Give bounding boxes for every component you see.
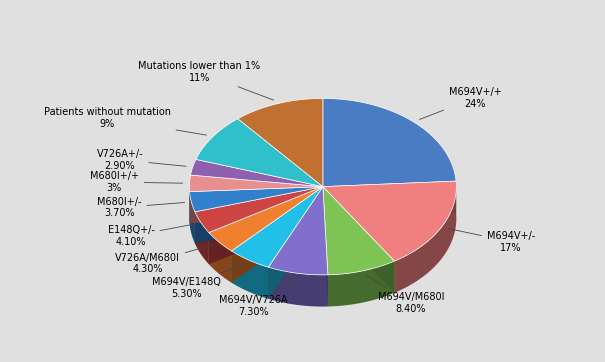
Polygon shape — [189, 187, 323, 223]
Polygon shape — [268, 187, 323, 299]
Polygon shape — [232, 187, 323, 283]
Text: M694V/M680I
8.40%: M694V/M680I 8.40% — [366, 275, 444, 314]
Polygon shape — [323, 181, 456, 218]
Polygon shape — [209, 187, 323, 264]
Polygon shape — [268, 267, 328, 307]
Text: M694V/E148Q
5.30%: M694V/E148Q 5.30% — [152, 264, 244, 299]
Polygon shape — [195, 187, 323, 244]
Polygon shape — [323, 187, 328, 307]
Polygon shape — [323, 187, 394, 293]
Polygon shape — [328, 261, 394, 307]
Polygon shape — [268, 187, 328, 275]
Text: V726A+/-
2.90%: V726A+/- 2.90% — [97, 149, 186, 171]
Polygon shape — [232, 251, 268, 299]
Text: M680I+/-
3.70%: M680I+/- 3.70% — [97, 197, 185, 218]
Text: Patients without mutation
9%: Patients without mutation 9% — [44, 108, 206, 135]
Polygon shape — [195, 212, 209, 264]
Polygon shape — [209, 187, 323, 251]
Text: Mutations lower than 1%
11%: Mutations lower than 1% 11% — [139, 61, 273, 100]
Polygon shape — [209, 187, 323, 264]
Text: M680I+/+
3%: M680I+/+ 3% — [90, 171, 183, 193]
Polygon shape — [189, 175, 323, 191]
Polygon shape — [196, 119, 323, 187]
Text: M694V/V726A
7.30%: M694V/V726A 7.30% — [219, 277, 295, 317]
Polygon shape — [238, 98, 323, 187]
Polygon shape — [323, 187, 328, 307]
Text: V726A/M680I
4.30%: V726A/M680I 4.30% — [115, 245, 214, 274]
Polygon shape — [189, 187, 323, 212]
Polygon shape — [232, 187, 323, 267]
Polygon shape — [323, 187, 394, 293]
Polygon shape — [268, 187, 323, 299]
Polygon shape — [189, 191, 195, 244]
Polygon shape — [323, 187, 394, 275]
Text: E148Q+/-
4.10%: E148Q+/- 4.10% — [108, 224, 194, 247]
Text: M694V+/-
17%: M694V+/- 17% — [448, 228, 535, 253]
Polygon shape — [195, 187, 323, 244]
Polygon shape — [323, 98, 456, 187]
Polygon shape — [195, 187, 323, 232]
Polygon shape — [232, 187, 323, 283]
Polygon shape — [394, 181, 456, 293]
Text: M694V+/+
24%: M694V+/+ 24% — [420, 87, 502, 119]
Polygon shape — [189, 187, 323, 223]
Polygon shape — [191, 159, 323, 187]
Polygon shape — [209, 232, 232, 283]
Polygon shape — [323, 181, 456, 261]
Polygon shape — [323, 181, 456, 218]
